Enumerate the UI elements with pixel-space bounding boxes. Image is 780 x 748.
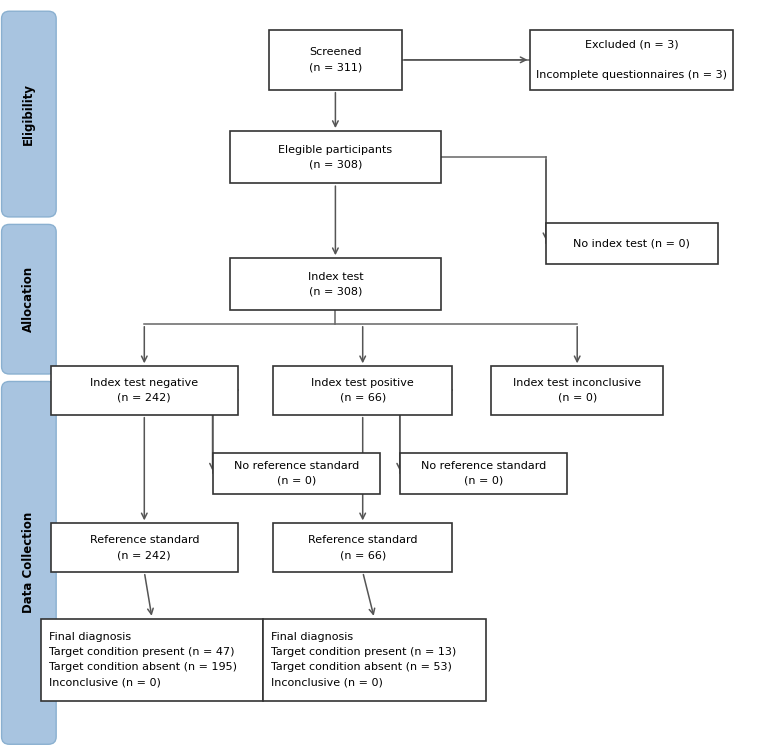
Text: No reference standard: No reference standard — [421, 461, 546, 471]
Text: Eligibility: Eligibility — [23, 83, 35, 145]
Text: Elegible participants: Elegible participants — [278, 144, 392, 155]
Text: (n = 308): (n = 308) — [309, 159, 362, 170]
Text: Inconclusive (n = 0): Inconclusive (n = 0) — [49, 677, 161, 687]
Text: Final diagnosis: Final diagnosis — [49, 632, 131, 643]
Text: Target condition present (n = 47): Target condition present (n = 47) — [49, 647, 234, 657]
Text: (n = 0): (n = 0) — [464, 476, 503, 486]
FancyBboxPatch shape — [212, 453, 381, 494]
FancyBboxPatch shape — [273, 367, 452, 414]
Text: Allocation: Allocation — [23, 266, 35, 332]
FancyBboxPatch shape — [530, 30, 733, 90]
Text: Index test negative: Index test negative — [90, 378, 198, 388]
Text: (n = 66): (n = 66) — [339, 550, 386, 560]
FancyBboxPatch shape — [230, 131, 441, 183]
Text: Reference standard: Reference standard — [308, 535, 417, 545]
FancyBboxPatch shape — [491, 367, 663, 414]
Text: No reference standard: No reference standard — [234, 461, 359, 471]
Text: Excluded (n = 3): Excluded (n = 3) — [585, 40, 679, 50]
Text: Target condition absent (n = 195): Target condition absent (n = 195) — [49, 662, 237, 672]
Text: Final diagnosis: Final diagnosis — [271, 632, 353, 643]
Text: Index test inconclusive: Index test inconclusive — [513, 378, 641, 388]
Text: Screened: Screened — [309, 47, 362, 58]
FancyBboxPatch shape — [41, 619, 264, 701]
Text: Inconclusive (n = 0): Inconclusive (n = 0) — [271, 677, 383, 687]
FancyBboxPatch shape — [2, 381, 56, 744]
Text: (n = 0): (n = 0) — [277, 476, 316, 486]
Text: Index test: Index test — [307, 272, 363, 282]
FancyBboxPatch shape — [264, 619, 485, 701]
Text: (n = 311): (n = 311) — [309, 62, 362, 73]
Text: (n = 242): (n = 242) — [118, 550, 171, 560]
FancyBboxPatch shape — [51, 524, 238, 571]
Text: (n = 0): (n = 0) — [558, 393, 597, 403]
FancyBboxPatch shape — [546, 222, 718, 264]
Text: (n = 66): (n = 66) — [339, 393, 386, 403]
FancyBboxPatch shape — [273, 524, 452, 571]
FancyBboxPatch shape — [269, 30, 402, 90]
Text: No index test (n = 0): No index test (n = 0) — [573, 238, 690, 248]
Text: (n = 308): (n = 308) — [309, 286, 362, 297]
Text: Reference standard: Reference standard — [90, 535, 199, 545]
FancyBboxPatch shape — [2, 11, 56, 217]
FancyBboxPatch shape — [2, 224, 56, 374]
Text: Data Collection: Data Collection — [23, 512, 35, 613]
Text: Incomplete questionnaires (n = 3): Incomplete questionnaires (n = 3) — [537, 70, 727, 80]
FancyBboxPatch shape — [51, 367, 238, 414]
FancyBboxPatch shape — [399, 453, 567, 494]
Text: Target condition absent (n = 53): Target condition absent (n = 53) — [271, 662, 452, 672]
Text: Index test positive: Index test positive — [311, 378, 414, 388]
Text: (n = 242): (n = 242) — [118, 393, 171, 403]
Text: Target condition present (n = 13): Target condition present (n = 13) — [271, 647, 456, 657]
FancyBboxPatch shape — [230, 258, 441, 310]
